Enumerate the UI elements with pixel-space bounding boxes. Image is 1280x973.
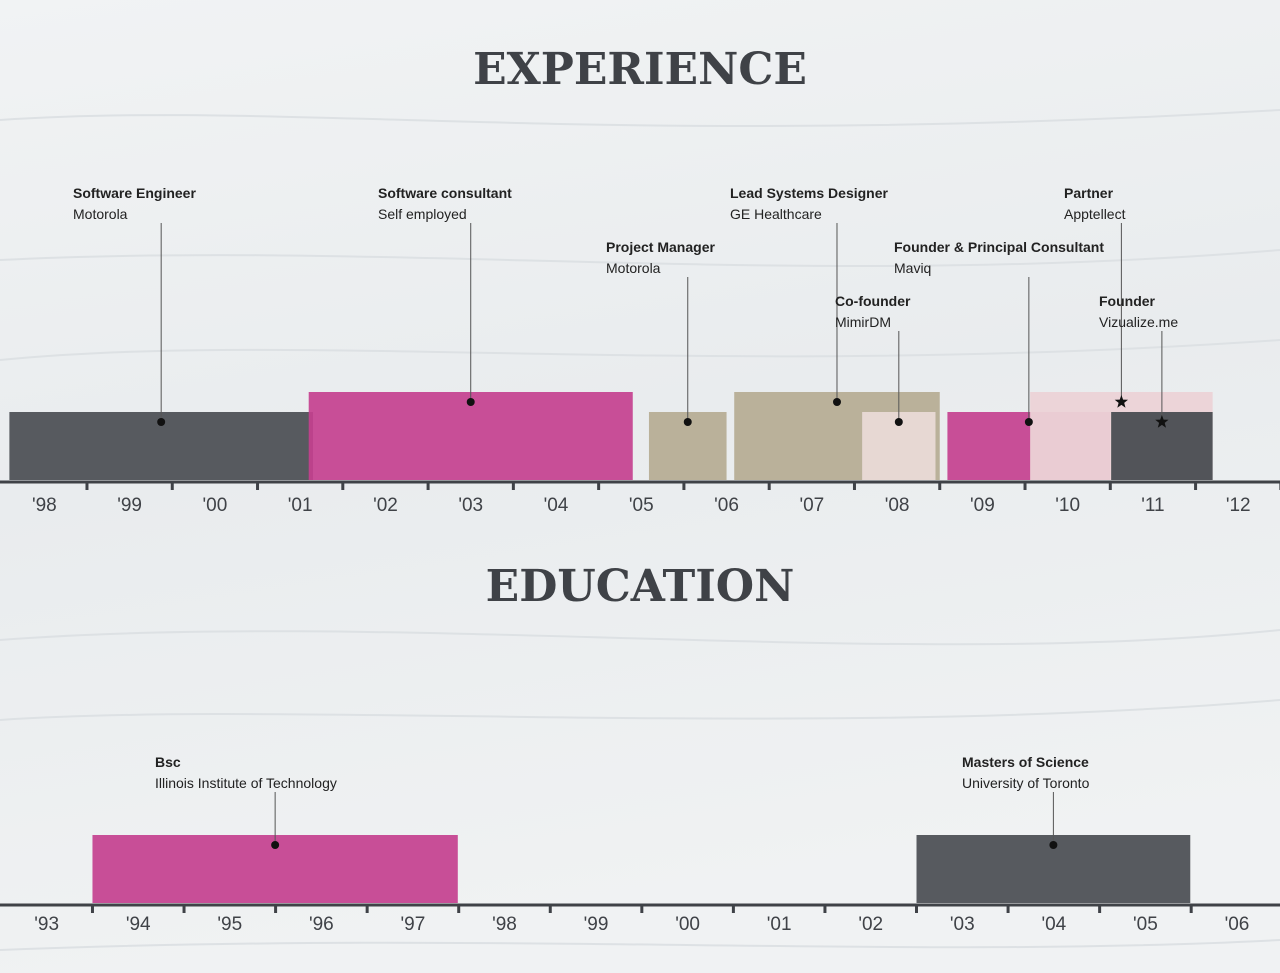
- x-tick-label: '05: [1133, 914, 1158, 935]
- x-tick-label: '11: [1141, 495, 1164, 516]
- x-tick-label: '99: [117, 495, 142, 516]
- x-tick-label: '01: [288, 495, 313, 516]
- organization: Maviq: [894, 260, 931, 276]
- x-tick-label: '02: [373, 495, 398, 516]
- x-tick-label: '06: [714, 495, 739, 516]
- organization: Vizualize.me: [1099, 314, 1178, 330]
- role-title: Software consultant: [378, 185, 512, 201]
- section-title: EXPERIENCE: [473, 44, 807, 95]
- x-tick-label: '04: [544, 495, 569, 516]
- x-tick-label: '00: [203, 495, 228, 516]
- dot-marker: [271, 841, 280, 849]
- role-title: Founder & Principal Consultant: [894, 239, 1104, 255]
- dot-marker: [894, 418, 903, 426]
- dot-marker: [683, 418, 692, 426]
- x-tick-label: '06: [1225, 914, 1250, 935]
- x-tick-label: '98: [32, 495, 57, 516]
- x-tick-label: '00: [675, 914, 700, 935]
- role-title: Lead Systems Designer: [730, 185, 889, 201]
- x-tick-label: '08: [885, 495, 910, 516]
- x-tick-label: '12: [1226, 495, 1251, 516]
- star-marker: [1155, 415, 1169, 428]
- organization: Self employed: [378, 206, 467, 222]
- organization: Apptellect: [1064, 206, 1126, 222]
- x-tick-label: '04: [1041, 914, 1066, 935]
- organization: Illinois Institute of Technology: [155, 775, 337, 791]
- x-tick-label: '09: [970, 495, 995, 516]
- dot-marker: [466, 398, 475, 406]
- organization: MimirDM: [835, 314, 891, 330]
- x-tick-label: '93: [34, 914, 59, 935]
- organization: Motorola: [73, 206, 128, 222]
- section-title: EDUCATION: [486, 561, 795, 612]
- organization: GE Healthcare: [730, 206, 822, 222]
- dot-marker: [1024, 418, 1033, 426]
- x-tick-label: '97: [401, 914, 426, 935]
- x-tick-label: '03: [950, 914, 975, 935]
- dot-marker: [157, 418, 166, 426]
- x-tick-label: '95: [217, 914, 242, 935]
- organization: University of Toronto: [962, 775, 1090, 791]
- role-title: Bsc: [155, 754, 181, 770]
- role-title: Partner: [1064, 185, 1114, 201]
- dot-marker: [832, 398, 841, 406]
- role-title: Masters of Science: [962, 754, 1089, 770]
- organization: Motorola: [606, 260, 661, 276]
- star-marker: [1114, 395, 1128, 408]
- role-title: Software Engineer: [73, 185, 196, 201]
- x-tick-label: '03: [458, 495, 483, 516]
- x-tick-label: '07: [799, 495, 824, 516]
- x-tick-label: '01: [767, 914, 792, 935]
- x-tick-label: '02: [858, 914, 883, 935]
- x-tick-label: '98: [492, 914, 517, 935]
- x-tick-label: '99: [584, 914, 609, 935]
- role-title: Project Manager: [606, 239, 715, 255]
- x-tick-label: '05: [629, 495, 654, 516]
- dot-marker: [1049, 841, 1058, 849]
- x-tick-label: '94: [126, 914, 151, 935]
- x-tick-label: '96: [309, 914, 334, 935]
- role-title: Co-founder: [835, 293, 911, 309]
- wood-grain: [0, 109, 1280, 951]
- period-bar: [308, 392, 633, 480]
- x-tick-label: '10: [1055, 495, 1080, 516]
- role-title: Founder: [1099, 293, 1156, 309]
